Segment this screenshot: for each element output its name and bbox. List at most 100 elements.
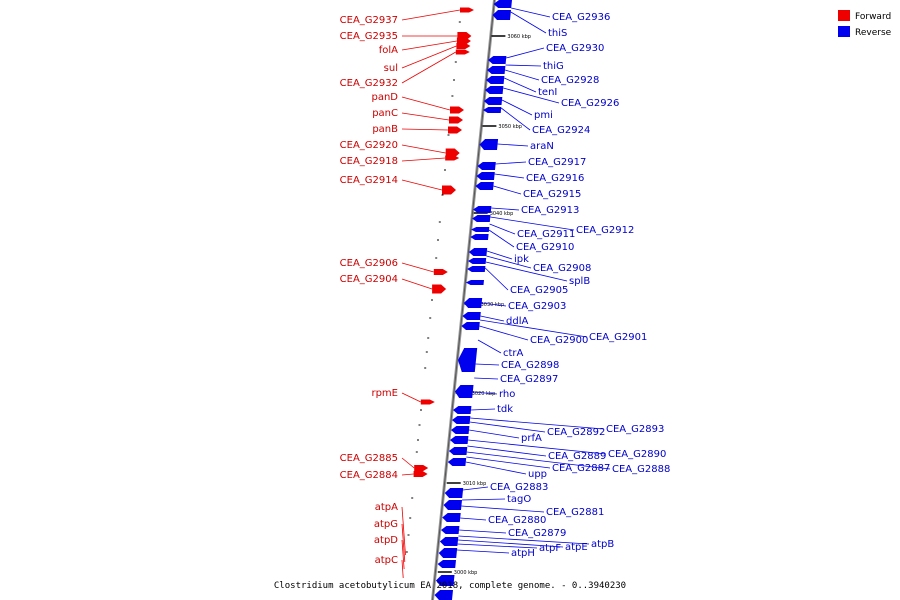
forward-gene-leader [401, 539, 405, 570]
reverse-gene-feature [468, 248, 488, 256]
reverse-gene-label: CEA_G2913 [521, 205, 579, 216]
reverse-gene-label: CEA_G2897 [500, 374, 558, 385]
reverse-gene-label: araN [530, 141, 554, 152]
reverse-gene-label: thiS [548, 28, 567, 39]
forward-gene-label: atpA [375, 502, 398, 513]
reverse-gene-label: atpH [511, 548, 535, 559]
forward-gene-feature [460, 7, 474, 13]
reverse-gene-label: CEA_G2917 [528, 157, 586, 168]
reverse-gene-leader [511, 7, 551, 18]
reverse-gene-leader [467, 439, 607, 455]
reverse-gene-label: CEA_G2889 [548, 451, 606, 462]
reverse-gene-label: atpB [591, 539, 614, 550]
forward-gene-leader [401, 278, 433, 290]
forward-gene-feature [433, 269, 448, 275]
reverse-gene-feature [448, 447, 468, 455]
reverse-gene-feature [450, 436, 469, 444]
reverse-gene-leader [493, 185, 522, 195]
reverse-gene-leader [486, 250, 513, 260]
reverse-gene-label: CEA_G2910 [516, 242, 574, 253]
reverse-gene-label: rho [499, 389, 515, 400]
forward-gene-feature [456, 37, 471, 45]
forward-gene-leader [401, 45, 457, 69]
reverse-gene-leader [457, 539, 564, 548]
reverse-gene-leader [470, 417, 605, 430]
forward-gene-feature [420, 399, 435, 405]
forward-gene-label: CEA_G2918 [340, 156, 398, 167]
forward-gene-feature [455, 49, 470, 55]
reverse-gene-feature [434, 590, 453, 600]
reverse-gene-label: CEA_G2901 [589, 332, 647, 343]
reverse-gene-feature [476, 172, 495, 180]
forward-gene-feature [413, 471, 428, 477]
reverse-gene-feature [462, 312, 481, 320]
reverse-gene-feature [487, 66, 506, 74]
forward-gene-label: CEA_G2932 [340, 78, 398, 89]
reverse-gene-leader [474, 377, 499, 380]
reverse-gene-feature [454, 385, 474, 398]
reverse-gene-feature [467, 258, 487, 264]
reverse-gene-feature [465, 280, 484, 285]
forward-gene-label: atpD [374, 535, 398, 546]
reverse-gene-label: CEA_G2926 [561, 98, 619, 109]
reverse-gene-leader [472, 391, 498, 395]
reverse-gene-label: CEA_G2915 [523, 189, 581, 200]
reverse-gene-label: CEA_G2916 [526, 173, 584, 184]
reverse-gene-label: splB [569, 276, 590, 287]
forward-gene-label: atpG [374, 519, 398, 530]
reverse-gene-feature [483, 97, 503, 105]
legend-label-reverse: Reverse [855, 28, 892, 38]
reverse-gene-feature [488, 56, 507, 64]
forward-gene-leader [401, 457, 415, 469]
reverse-gene-feature [439, 537, 459, 546]
reverse-gene-feature [451, 426, 470, 434]
reverse-gene-label: prfA [521, 433, 542, 444]
reverse-gene-label: ddlA [506, 316, 528, 327]
reverse-gene-label: CEA_G2924 [532, 125, 590, 136]
reverse-gene-leader [466, 451, 611, 470]
reverse-gene-leader [465, 461, 527, 475]
forward-gene-leader [401, 112, 450, 121]
reverse-gene-label: CEA_G2881 [546, 507, 604, 518]
forward-gene-label: CEA_G2935 [340, 31, 398, 42]
reverse-gene-feature [452, 416, 471, 424]
reverse-gene-leader [457, 543, 538, 549]
reverse-gene-label: tagO [507, 494, 531, 505]
legend-swatch-reverse [838, 26, 850, 37]
reverse-gene-feature [443, 500, 462, 510]
reverse-gene-feature [493, 0, 512, 8]
reverse-gene-label: CEA_G2911 [517, 229, 575, 240]
forward-gene-feature [432, 284, 447, 294]
reverse-gene-feature [461, 322, 480, 330]
reverse-gene-leader [477, 339, 502, 354]
forward-gene-leader [401, 157, 446, 162]
forward-gene-label: panB [372, 124, 398, 135]
forward-gene-leader [401, 179, 443, 191]
reverse-gene-label: CEA_G2928 [541, 75, 599, 86]
forward-gene-leader [401, 96, 451, 111]
reverse-gene-label: CEA_G2879 [508, 528, 566, 539]
reverse-gene-feature [463, 298, 483, 308]
forward-gene-leader [401, 144, 446, 154]
reverse-gene-feature [471, 227, 490, 232]
reverse-gene-label: CEA_G2893 [606, 424, 664, 435]
forward-gene-label: CEA_G2920 [340, 140, 398, 151]
reverse-gene-leader [486, 255, 532, 269]
reverse-gene-label: CEA_G2892 [547, 427, 605, 438]
reverse-gene-label: thiG [543, 61, 564, 72]
reverse-gene-leader [462, 486, 489, 491]
forward-gene-feature [445, 155, 460, 161]
forward-gene-label: CEA_G2885 [340, 453, 398, 464]
reverse-gene-leader [461, 498, 506, 501]
reverse-gene-label: CEA_G2912 [576, 225, 634, 236]
reverse-gene-feature [477, 162, 496, 170]
reverse-gene-leader [480, 315, 505, 322]
reverse-gene-leader [485, 261, 568, 282]
reverse-gene-label: CEA_G2883 [490, 482, 548, 493]
scale-tick-label: 3040 kbp [490, 211, 514, 217]
reverse-gene-feature [475, 182, 494, 190]
reverse-gene-label: CEA_G2905 [510, 285, 568, 296]
reverse-gene-label: CEA_G2888 [612, 464, 670, 475]
forward-gene-leader [401, 392, 421, 403]
